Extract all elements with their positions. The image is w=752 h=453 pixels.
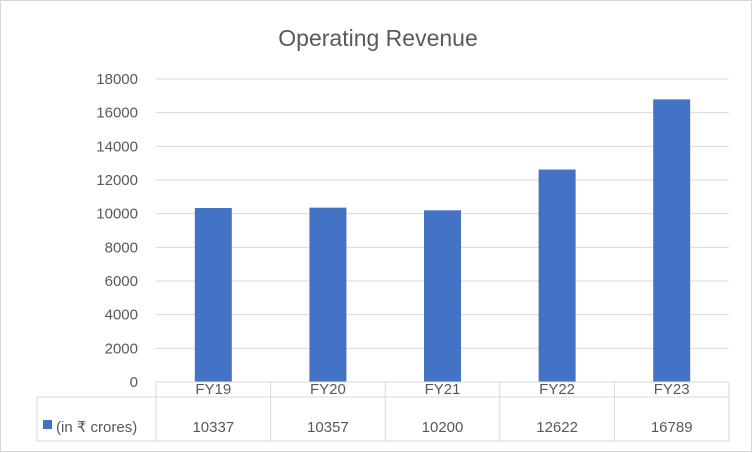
x-category-label: FY21 — [425, 381, 461, 398]
x-category-label: FY22 — [539, 381, 575, 398]
y-tick-label: 4000 — [105, 307, 138, 324]
y-tick-label: 12000 — [96, 172, 138, 189]
legend-key — [43, 420, 52, 429]
data-table: FY19 10337 FY20 10357 FY21 10200 FY22 12622 FY23… — [36, 381, 730, 442]
bars — [194, 99, 691, 383]
bar-fy23 — [653, 99, 691, 383]
table-value-cell: 10200 — [422, 419, 464, 436]
x-category-label: FY19 — [195, 381, 231, 398]
y-tick-label: 6000 — [105, 273, 138, 290]
bar-fy22 — [538, 169, 576, 382]
table-value-cell: 16789 — [651, 419, 693, 436]
bar-fy21 — [424, 210, 461, 382]
series-label: (in ₹ crores) — [56, 419, 137, 436]
bar-fy20 — [309, 207, 347, 382]
x-category-label: FY20 — [310, 381, 346, 398]
y-tick-label: 2000 — [105, 340, 138, 357]
y-tick-label: 8000 — [105, 239, 138, 256]
table-value-cell: 10357 — [307, 419, 349, 436]
y-tick-label: 14000 — [96, 138, 138, 155]
y-tick-label: 0 — [130, 374, 138, 391]
bar-fy19 — [194, 207, 232, 382]
y-tick-label: 10000 — [96, 206, 138, 223]
y-tick-label: 16000 — [96, 105, 138, 122]
table-value-cell: 10337 — [192, 419, 234, 436]
y-axis-ticks: 0 2000 4000 6000 8000 10000 12000 14000 16000 180… — [96, 71, 138, 391]
table-value-cell: 12622 — [536, 419, 578, 436]
x-category-label: FY23 — [654, 381, 690, 398]
y-tick-label: 18000 — [96, 71, 138, 88]
chart-title: Operating Revenue — [278, 25, 477, 51]
